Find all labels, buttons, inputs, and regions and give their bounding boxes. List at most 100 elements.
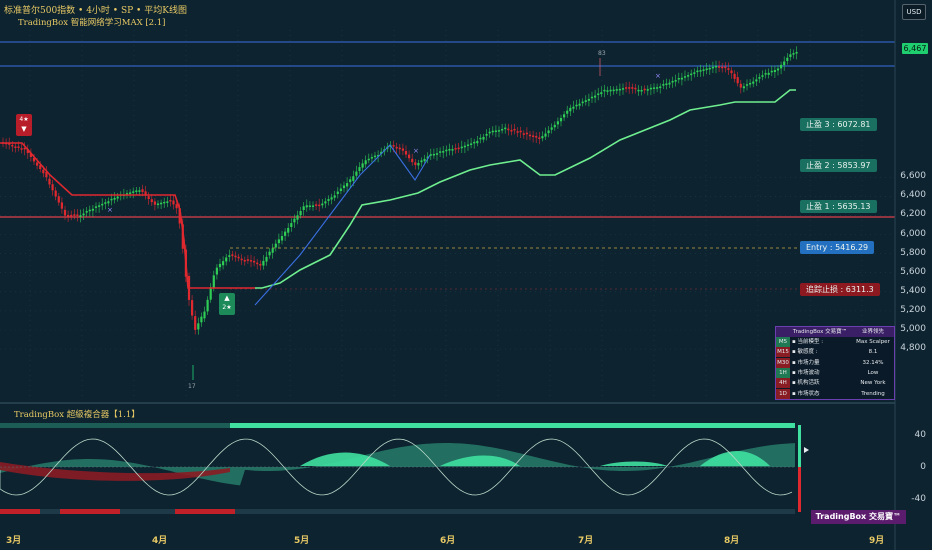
candle-body bbox=[646, 89, 649, 91]
candle-body bbox=[699, 70, 702, 72]
candle-body bbox=[414, 162, 417, 166]
candle-body bbox=[163, 201, 166, 204]
candle-body bbox=[677, 77, 680, 80]
candle-body bbox=[569, 107, 572, 112]
osc-bottom-red-2 bbox=[60, 509, 120, 514]
value-cell: New York bbox=[860, 380, 886, 387]
candle-body bbox=[553, 124, 556, 128]
candle-body bbox=[203, 311, 206, 319]
buy-signal-badge[interactable]: ▲ 2★ bbox=[219, 293, 235, 315]
cross-marker-icon: × bbox=[655, 72, 661, 80]
candle-body bbox=[76, 214, 79, 216]
candle-body bbox=[125, 193, 129, 195]
value-cell: 32.14% bbox=[862, 359, 884, 366]
price-tick: 5,600 bbox=[900, 266, 926, 277]
candle-body bbox=[318, 204, 321, 207]
info-table-header: TradingBox 交易寶™ 业界领先 bbox=[776, 327, 894, 337]
candle-body bbox=[60, 202, 63, 209]
candle-body bbox=[612, 89, 615, 92]
candle-body bbox=[454, 148, 457, 150]
candle-body bbox=[132, 191, 135, 193]
candle-body bbox=[51, 184, 54, 191]
candle-body bbox=[280, 236, 284, 241]
candle-body bbox=[485, 133, 488, 136]
candle-body bbox=[625, 87, 628, 89]
candle-body bbox=[597, 93, 600, 96]
candle-body bbox=[194, 316, 197, 330]
candle-body bbox=[603, 89, 606, 92]
candle-body bbox=[85, 211, 88, 213]
price-tick: 6,200 bbox=[900, 209, 926, 220]
candle-body bbox=[525, 132, 528, 135]
price-tick: 5,200 bbox=[900, 304, 926, 315]
candle-body bbox=[11, 144, 14, 147]
osc-peak-area bbox=[600, 461, 668, 466]
candle-body bbox=[783, 61, 786, 66]
candle-body bbox=[566, 110, 569, 114]
price-tick: 6,400 bbox=[900, 190, 926, 201]
candle-body bbox=[411, 158, 414, 163]
candle-body bbox=[488, 131, 491, 134]
time-tick: 4月 bbox=[152, 536, 168, 546]
candle-body bbox=[361, 163, 364, 168]
candle-body bbox=[14, 146, 17, 149]
candle-body bbox=[780, 64, 783, 69]
candle-body bbox=[349, 179, 352, 183]
time-tick: 7月 bbox=[578, 536, 594, 546]
sell-signal-badge[interactable]: 4★ ▼ bbox=[16, 114, 32, 136]
osc-peak-area bbox=[440, 455, 520, 466]
currency-button[interactable]: USD bbox=[902, 4, 926, 20]
candle-body bbox=[268, 251, 271, 256]
candle-body bbox=[432, 153, 435, 156]
info-table-row: M15 ▪ 敏感度 : 8.1 bbox=[776, 347, 894, 358]
candle-body bbox=[342, 185, 346, 189]
candle-body bbox=[761, 75, 764, 77]
osc-current-bar-down bbox=[798, 467, 801, 512]
candle-body bbox=[240, 258, 243, 261]
candle-body bbox=[113, 197, 116, 200]
candle-body bbox=[417, 163, 420, 166]
candle-body bbox=[23, 147, 26, 150]
candle-body bbox=[231, 254, 234, 256]
candle-body bbox=[721, 66, 724, 69]
candle-body bbox=[308, 205, 311, 207]
price-tick: 6,600 bbox=[900, 171, 926, 182]
take-profit-2-label: 止盈 2 : 5853.97 bbox=[800, 159, 877, 172]
candle-body bbox=[45, 171, 48, 178]
sell-signal-stars: 4★ bbox=[19, 116, 29, 123]
buy-arrow-icon: ▲ bbox=[224, 294, 230, 302]
candle-body bbox=[277, 239, 280, 244]
candle-body bbox=[42, 169, 45, 174]
info-table-subtitle: 业界领先 bbox=[861, 329, 884, 335]
osc-bottom-red-1 bbox=[0, 509, 40, 514]
candle-body bbox=[544, 133, 547, 137]
candle-body bbox=[789, 54, 792, 57]
candle-body bbox=[256, 262, 259, 265]
candle-body bbox=[451, 149, 454, 151]
candle-body bbox=[792, 53, 795, 55]
candle-body bbox=[135, 190, 138, 192]
candle-body bbox=[144, 191, 147, 196]
info-table-row: 1D ▪ 市场状态 Trending bbox=[776, 388, 894, 399]
candle-body bbox=[367, 158, 370, 161]
candle-body bbox=[20, 148, 23, 150]
candle-body bbox=[696, 70, 699, 73]
candle-body bbox=[401, 148, 404, 151]
candle-body bbox=[507, 128, 510, 131]
building-icon: ▪ 机构活跃 bbox=[792, 380, 820, 387]
candle-body bbox=[786, 57, 789, 61]
pattern-line bbox=[254, 144, 431, 306]
candle-body bbox=[237, 256, 240, 259]
candle-body bbox=[39, 165, 42, 170]
candle-body bbox=[249, 260, 253, 262]
candle-body bbox=[755, 79, 758, 82]
candle-body bbox=[358, 167, 361, 172]
candle-body bbox=[668, 82, 671, 85]
time-tick: 3月 bbox=[6, 536, 22, 546]
info-table-row: M5 ▪ 当前模型 : Max Scalper bbox=[776, 337, 894, 347]
candle-body bbox=[228, 255, 231, 257]
gauge-icon: ▪ 市场力量 bbox=[792, 359, 820, 366]
candle-body bbox=[764, 73, 767, 75]
candle-body bbox=[659, 86, 662, 88]
